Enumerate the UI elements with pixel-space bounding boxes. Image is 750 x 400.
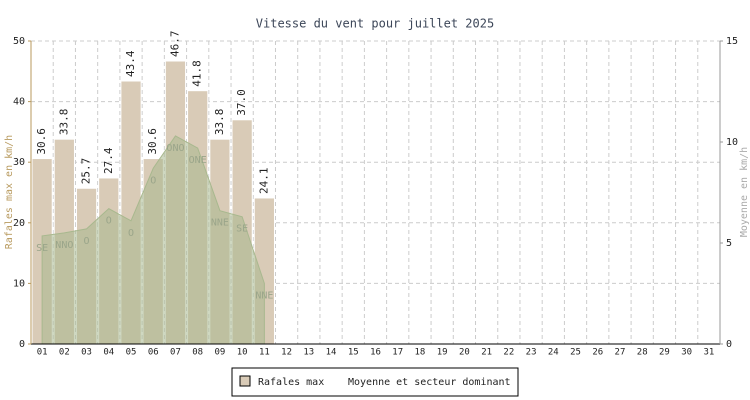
y-axis-label: Rafales max en km/h (4, 135, 15, 249)
data-label: 27.4 (102, 147, 115, 174)
sector-label: O (128, 228, 134, 239)
x-tick-label: 29 (659, 348, 670, 358)
x-tick-label: 17 (392, 348, 403, 358)
data-label: 46.7 (168, 30, 181, 57)
sector-label: NNO (55, 240, 73, 251)
x-tick-label: 04 (103, 348, 114, 358)
data-label: 43.4 (124, 50, 137, 77)
legend-box (231, 367, 519, 397)
y2-tick-label: 15 (726, 36, 738, 47)
x-tick-label: 05 (126, 348, 137, 358)
data-label: 30.6 (146, 128, 159, 155)
x-tick-label: 23 (526, 348, 537, 358)
x-tick-label: 24 (548, 348, 559, 358)
x-tick-label: 11 (259, 348, 270, 358)
sector-label: SE (36, 243, 48, 254)
x-tick-label: 03 (81, 348, 92, 358)
x-tick-label: 10 (237, 348, 248, 358)
data-label: 30.6 (35, 128, 48, 155)
sector-label: SE (236, 224, 248, 235)
sector-label: O (84, 236, 90, 247)
legend-label: Rafales max (258, 377, 324, 388)
x-tick-label: 21 (481, 348, 492, 358)
data-label: 24.1 (257, 167, 270, 194)
x-tick-label: 19 (437, 348, 448, 358)
data-label: 41.8 (191, 60, 204, 87)
y-tick-label: 40 (13, 97, 25, 108)
x-tick-label: 16 (370, 348, 381, 358)
sector-label: ONE (189, 155, 207, 166)
x-tick-label: 08 (192, 348, 203, 358)
sector-label: ONO (166, 143, 184, 154)
y-tick-label: 50 (13, 36, 25, 47)
data-label: 33.8 (213, 109, 226, 136)
y-tick-label: 0 (19, 339, 25, 350)
data-label: 33.8 (57, 109, 70, 136)
x-tick-label: 12 (281, 348, 292, 358)
data-label: 25.7 (80, 158, 93, 185)
y2-tick-label: 5 (726, 238, 732, 249)
x-tick-label: 22 (503, 348, 514, 358)
x-tick-label: 30 (681, 348, 692, 358)
area (41, 135, 265, 345)
x-tick-label: 13 (303, 348, 314, 358)
x-tick-label: 07 (170, 348, 181, 358)
x-tick-label: 25 (570, 348, 581, 358)
x-tick-label: 01 (37, 348, 48, 358)
x-tick-label: 20 (459, 348, 470, 358)
x-tick-label: 27 (615, 348, 626, 358)
y-tick-label: 30 (13, 157, 25, 168)
chart-title: Vitesse du vent pour juillet 2025 (256, 17, 494, 31)
x-tick-label: 09 (214, 348, 225, 358)
x-tick-label: 28 (637, 348, 648, 358)
y-tick-label: 20 (13, 218, 25, 229)
x-tick-label: 26 (592, 348, 603, 358)
x-tick-label: 31 (703, 348, 714, 358)
sector-label: NNE (211, 218, 229, 229)
y-tick-label: 10 (13, 278, 25, 289)
legend-label: Moyenne et secteur dominant (348, 377, 511, 388)
sector-label: O (150, 175, 156, 186)
sector-label: O (106, 216, 112, 227)
y2-tick-label: 0 (726, 339, 732, 350)
x-tick-label: 14 (326, 348, 337, 358)
y2-axis-label: Moyenne en km/h (739, 147, 750, 237)
y2-tick-label: 10 (726, 137, 738, 148)
legend-swatch (239, 375, 251, 387)
x-tick-label: 02 (59, 348, 70, 358)
x-tick-label: 15 (348, 348, 359, 358)
sector-label: NNE (255, 290, 273, 301)
x-tick-label: 18 (415, 348, 426, 358)
x-tick-label: 06 (148, 348, 159, 358)
data-label: 37.0 (235, 89, 248, 116)
